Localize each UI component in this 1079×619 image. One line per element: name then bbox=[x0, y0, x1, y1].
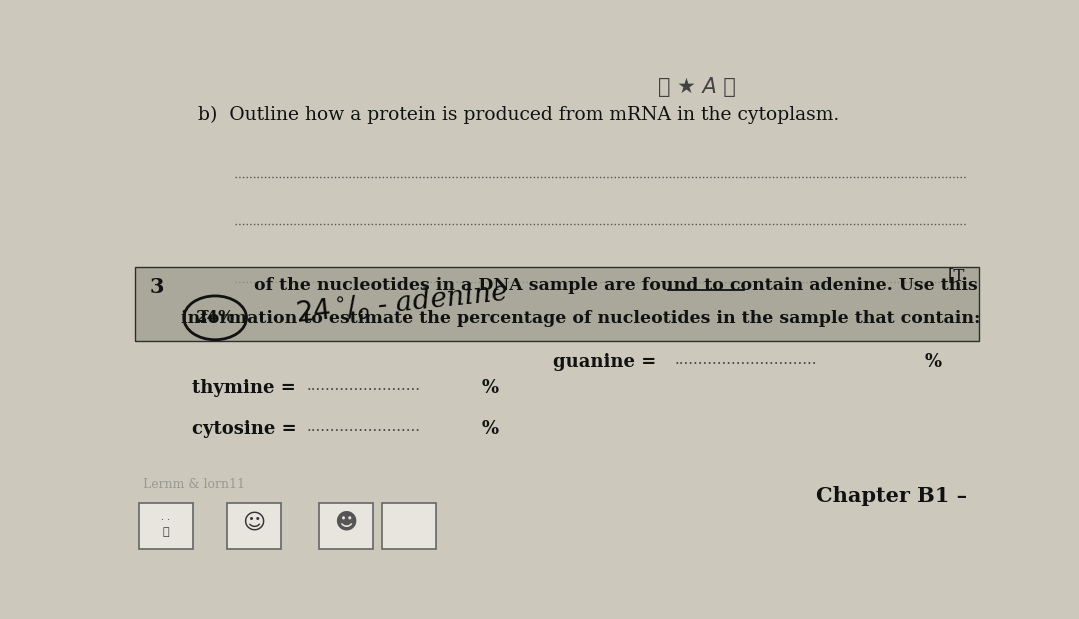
Text: · ·: · · bbox=[161, 515, 170, 525]
Text: thymine =: thymine = bbox=[192, 379, 296, 397]
Text: %: % bbox=[482, 379, 498, 397]
Text: %: % bbox=[482, 420, 498, 438]
Text: information to estimate the percentage of nucleotides in the sample that contain: information to estimate the percentage o… bbox=[181, 310, 981, 327]
Text: Lernm & lorn11: Lernm & lorn11 bbox=[144, 478, 245, 491]
Text: of the nucleotides in a DNA sample are found to contain adenine. Use this: of the nucleotides in a DNA sample are f… bbox=[254, 277, 978, 294]
Text: ☻: ☻ bbox=[334, 513, 357, 532]
Text: ........................: ........................ bbox=[306, 379, 421, 393]
Text: b)  Outline how a protein is produced from mRNA in the cytoplasm.: b) Outline how a protein is produced fro… bbox=[197, 105, 838, 124]
Text: [T: [T bbox=[947, 267, 966, 284]
Text: ل ★ A ع: ل ★ A ع bbox=[657, 77, 736, 97]
Text: cytosine =: cytosine = bbox=[192, 420, 297, 438]
Text: %: % bbox=[925, 353, 942, 371]
Text: ..............................: .............................. bbox=[674, 353, 817, 367]
Text: ........................: ........................ bbox=[306, 420, 421, 434]
FancyBboxPatch shape bbox=[319, 503, 373, 548]
Text: ⌣: ⌣ bbox=[163, 527, 169, 537]
Text: ☺: ☺ bbox=[242, 513, 265, 532]
Text: 24%: 24% bbox=[195, 309, 234, 326]
FancyBboxPatch shape bbox=[382, 503, 436, 548]
FancyBboxPatch shape bbox=[139, 503, 193, 548]
FancyBboxPatch shape bbox=[227, 503, 282, 548]
Text: Chapter B1 –: Chapter B1 – bbox=[817, 486, 968, 506]
Text: 3: 3 bbox=[150, 277, 164, 297]
FancyBboxPatch shape bbox=[135, 267, 980, 341]
Text: guanine =: guanine = bbox=[552, 353, 656, 371]
Text: $24^\circ\!/_{o}$ - adenine: $24^\circ\!/_{o}$ - adenine bbox=[293, 277, 509, 329]
